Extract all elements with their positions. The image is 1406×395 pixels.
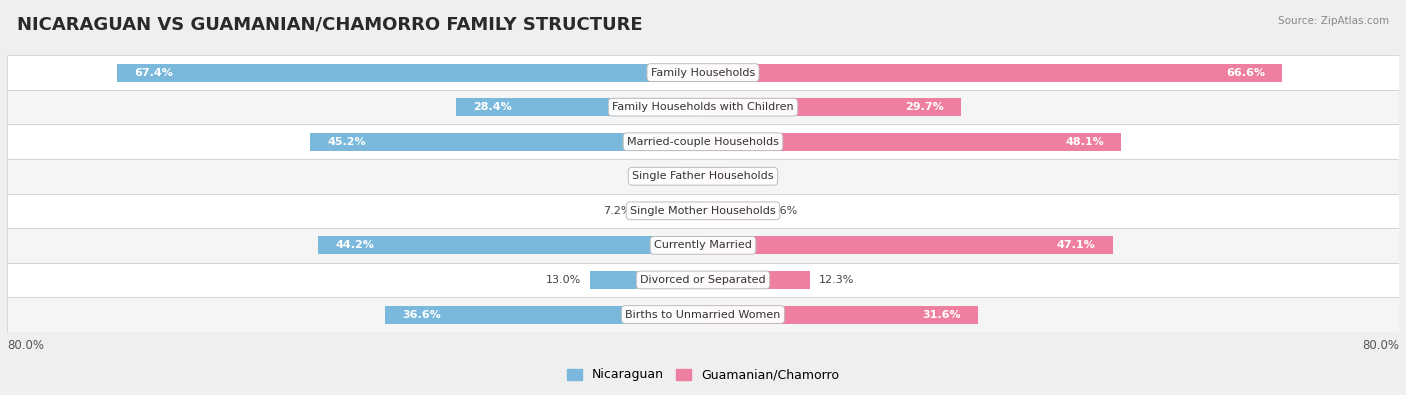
Bar — [7, 297, 1399, 332]
Text: 2.6%: 2.6% — [734, 171, 762, 181]
Text: 80.0%: 80.0% — [1362, 339, 1399, 352]
Text: Source: ZipAtlas.com: Source: ZipAtlas.com — [1278, 16, 1389, 26]
Bar — [117, 64, 703, 82]
Text: 13.0%: 13.0% — [546, 275, 581, 285]
Text: 36.6%: 36.6% — [402, 310, 440, 320]
Bar — [703, 202, 761, 220]
Bar — [703, 98, 962, 116]
Text: 47.1%: 47.1% — [1056, 241, 1095, 250]
Bar — [681, 167, 703, 185]
Text: NICARAGUAN VS GUAMANIAN/CHAMORRO FAMILY STRUCTURE: NICARAGUAN VS GUAMANIAN/CHAMORRO FAMILY … — [17, 16, 643, 34]
Text: 67.4%: 67.4% — [134, 68, 173, 77]
Bar — [385, 306, 703, 324]
Bar — [7, 228, 1399, 263]
Text: Married-couple Households: Married-couple Households — [627, 137, 779, 147]
Bar — [703, 271, 810, 289]
Text: Family Households with Children: Family Households with Children — [612, 102, 794, 112]
Text: 28.4%: 28.4% — [474, 102, 512, 112]
Bar — [703, 167, 725, 185]
Text: Single Mother Households: Single Mother Households — [630, 206, 776, 216]
Text: 80.0%: 80.0% — [7, 339, 44, 352]
Text: 45.2%: 45.2% — [328, 137, 366, 147]
Bar — [309, 133, 703, 150]
Bar — [7, 159, 1399, 194]
Bar — [703, 133, 1122, 150]
Text: 31.6%: 31.6% — [922, 310, 960, 320]
Text: 2.6%: 2.6% — [644, 171, 672, 181]
Text: Divorced or Separated: Divorced or Separated — [640, 275, 766, 285]
Text: 7.2%: 7.2% — [603, 206, 631, 216]
Text: 44.2%: 44.2% — [336, 241, 375, 250]
Bar — [7, 124, 1399, 159]
Bar — [7, 194, 1399, 228]
Text: 29.7%: 29.7% — [905, 102, 943, 112]
Bar — [456, 98, 703, 116]
Bar — [7, 90, 1399, 124]
Bar — [640, 202, 703, 220]
Bar — [319, 236, 703, 254]
Text: 6.6%: 6.6% — [769, 206, 797, 216]
Text: 66.6%: 66.6% — [1226, 68, 1265, 77]
Bar — [7, 263, 1399, 297]
Bar — [703, 306, 979, 324]
Bar — [703, 236, 1112, 254]
Text: Family Households: Family Households — [651, 68, 755, 77]
Bar — [7, 55, 1399, 90]
Bar — [703, 64, 1282, 82]
Text: Currently Married: Currently Married — [654, 241, 752, 250]
Text: 48.1%: 48.1% — [1066, 137, 1104, 147]
Legend: Nicaraguan, Guamanian/Chamorro: Nicaraguan, Guamanian/Chamorro — [562, 363, 844, 386]
Text: Single Father Households: Single Father Households — [633, 171, 773, 181]
Bar — [591, 271, 703, 289]
Text: Births to Unmarried Women: Births to Unmarried Women — [626, 310, 780, 320]
Text: 12.3%: 12.3% — [818, 275, 853, 285]
